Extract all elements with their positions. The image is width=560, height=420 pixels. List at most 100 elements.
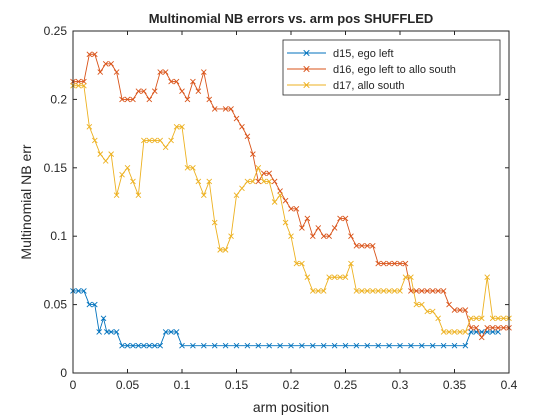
y-tick-label: 0: [60, 366, 67, 380]
data-point: [288, 206, 294, 212]
data-point: [408, 274, 414, 281]
data-point: [462, 342, 469, 349]
data-point: [440, 288, 447, 294]
data-point: [211, 342, 218, 349]
data-point: [119, 171, 125, 178]
legend-label-d17: d17, allo south: [333, 80, 405, 92]
data-point: [179, 342, 185, 349]
data-point: [190, 78, 196, 85]
data-point: [141, 137, 147, 144]
data-point: [113, 192, 120, 198]
data-point: [380, 260, 387, 267]
data-point: [277, 342, 283, 349]
data-point: [451, 307, 458, 313]
data-point: [91, 137, 98, 144]
data-point: [391, 288, 398, 294]
data-point: [489, 315, 496, 322]
data-point: [331, 225, 338, 231]
data-point: [146, 96, 153, 103]
data-point: [244, 342, 251, 349]
data-point: [195, 178, 202, 185]
legend-entry-d17: d17, allo south: [287, 80, 405, 92]
data-point: [495, 315, 501, 322]
data-point: [277, 188, 283, 194]
legend: d15, ego left d16, ego left to allo sout…: [282, 39, 501, 96]
legend-entry-d15: d15, ego left: [287, 48, 394, 60]
data-point: [353, 342, 360, 349]
data-point: [304, 274, 311, 281]
data-point: [141, 342, 147, 349]
data-point: [418, 288, 425, 294]
data-point: [190, 342, 196, 349]
series-17: [70, 82, 512, 335]
data-point: [337, 215, 343, 222]
data-point: [342, 215, 349, 222]
data-point: [119, 96, 125, 103]
data-point: [162, 69, 169, 75]
data-point: [81, 82, 87, 89]
y-tick-label: 0.05: [44, 298, 68, 312]
data-point: [277, 192, 283, 198]
data-point: [402, 274, 409, 281]
data-point: [320, 342, 327, 349]
data-point: [299, 342, 305, 349]
data-point: [113, 69, 120, 75]
chart-title: Multinomial NB errors vs. arm pos SHUFFL…: [149, 11, 434, 26]
data-point: [359, 242, 365, 249]
data-point: [468, 329, 474, 335]
data-point: [424, 288, 431, 294]
data-point: [473, 325, 480, 331]
data-point: [478, 315, 485, 322]
legend-label-d16: d16, ego left to allo south: [333, 64, 456, 76]
data-point: [457, 329, 463, 335]
data-point: [282, 197, 289, 204]
data-point: [206, 178, 213, 185]
data-point: [473, 315, 480, 322]
data-point: [260, 170, 267, 177]
data-point: [282, 219, 289, 226]
data-point: [500, 315, 507, 322]
data-point: [304, 215, 311, 222]
legend-marker-d16: [303, 65, 310, 73]
x-tick-label: 0.35: [443, 378, 467, 392]
data-point: [255, 342, 262, 349]
data-point: [386, 260, 392, 267]
data-point: [309, 233, 316, 240]
data-point: [342, 342, 349, 349]
data-point: [179, 88, 185, 95]
data-point: [228, 233, 234, 240]
data-point: [81, 78, 87, 85]
legend-entry-d16: d16, ego left to allo south: [287, 64, 456, 76]
data-point: [162, 144, 169, 151]
data-point: [440, 342, 447, 349]
data-point: [260, 178, 267, 185]
data-point: [397, 288, 403, 294]
data-point: [200, 69, 207, 75]
data-point: [100, 315, 107, 322]
data-point: [86, 301, 93, 308]
data-point: [386, 288, 392, 294]
data-point: [119, 342, 125, 349]
data-point: [364, 342, 371, 349]
y-axis-label: Multinomial NB err: [18, 144, 34, 259]
data-point: [435, 288, 441, 294]
y-tick-label: 0.15: [44, 161, 68, 175]
data-point: [397, 260, 403, 267]
data-point: [96, 329, 102, 335]
legend-label-d15: d15, ego left: [333, 48, 394, 60]
data-point: [309, 288, 316, 294]
data-point: [331, 274, 338, 281]
data-point: [217, 247, 223, 253]
data-point: [402, 260, 409, 267]
x-tick-label: 0.1: [174, 378, 191, 392]
data-point: [299, 225, 305, 231]
data-point: [102, 158, 109, 164]
data-point: [239, 185, 245, 192]
data-point: [495, 325, 501, 331]
data-point: [342, 274, 349, 281]
data-point: [86, 51, 93, 58]
x-tick-label: 0: [70, 378, 77, 392]
data-point: [124, 342, 131, 349]
ticks-layer: 0 0.05 0.1 0.15 0.2 0.25 0.3 0.35 0.4 0 0.05 0.1 0.1…: [44, 24, 518, 392]
y-tick-label: 0.2: [50, 92, 67, 106]
